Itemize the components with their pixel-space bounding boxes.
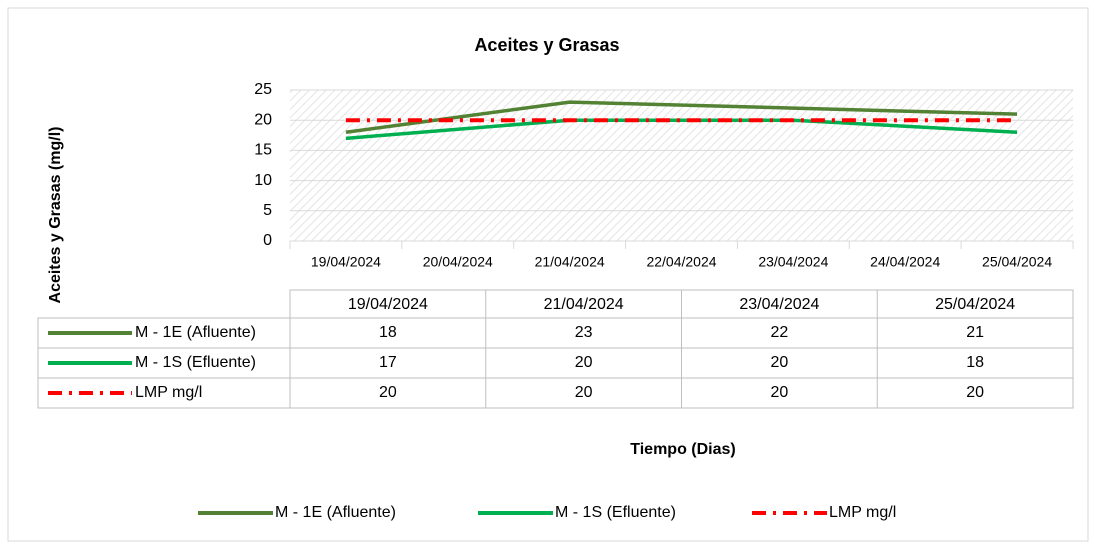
table-row-label: LMP mg/l [135,384,202,401]
table-row-label: M - 1S (Efluente) [135,354,256,371]
y-tick-label: 10 [254,172,272,189]
table-row-label: M - 1E (Afluente) [135,324,256,341]
x-tick-label: 24/04/2024 [870,254,940,270]
table-value: 22 [770,324,788,341]
plot-area [290,90,1073,241]
x-tick-label: 21/04/2024 [535,254,605,270]
table-value: 18 [379,324,397,341]
x-tick-label: 25/04/2024 [982,254,1052,270]
table-header: 19/04/2024 [348,296,428,313]
series-line [345,118,1018,141]
chart-title: Aceites y Grasas [474,35,619,55]
table-header: 21/04/2024 [544,296,624,313]
y-tick-label: 5 [263,202,272,219]
table-value: 18 [966,354,984,371]
table-value: 20 [575,354,593,371]
y-axis-title: Aceites y Grasas (mg/l) [47,127,64,304]
table-value: 20 [770,354,788,371]
table-header: 25/04/2024 [935,296,1015,313]
chart-border [7,7,1089,542]
table-value: 20 [575,384,593,401]
table-value: 20 [770,384,788,401]
x-tick-label: 19/04/2024 [311,254,381,270]
legend-label: M - 1S (Efluente) [555,504,676,521]
table-value: 20 [966,384,984,401]
table-value: 20 [379,384,397,401]
table-value: 17 [379,354,397,371]
y-tick-label: 20 [254,111,272,128]
y-tick-label: 0 [263,232,272,249]
table-header: 23/04/2024 [739,296,819,313]
table-value: 21 [966,324,984,341]
table-value: 23 [575,324,593,341]
x-axis-title: Tiempo (Dias) [630,441,736,458]
x-tick-label: 23/04/2024 [758,254,828,270]
y-tick-label: 25 [254,81,272,98]
legend-label: LMP mg/l [829,504,896,521]
y-tick-label: 15 [254,142,272,159]
x-tick-label: 22/04/2024 [646,254,716,270]
legend-label: M - 1E (Afluente) [275,504,396,521]
table-row [37,377,1074,409]
series-line [345,100,1018,135]
x-tick-label: 20/04/2024 [423,254,493,270]
